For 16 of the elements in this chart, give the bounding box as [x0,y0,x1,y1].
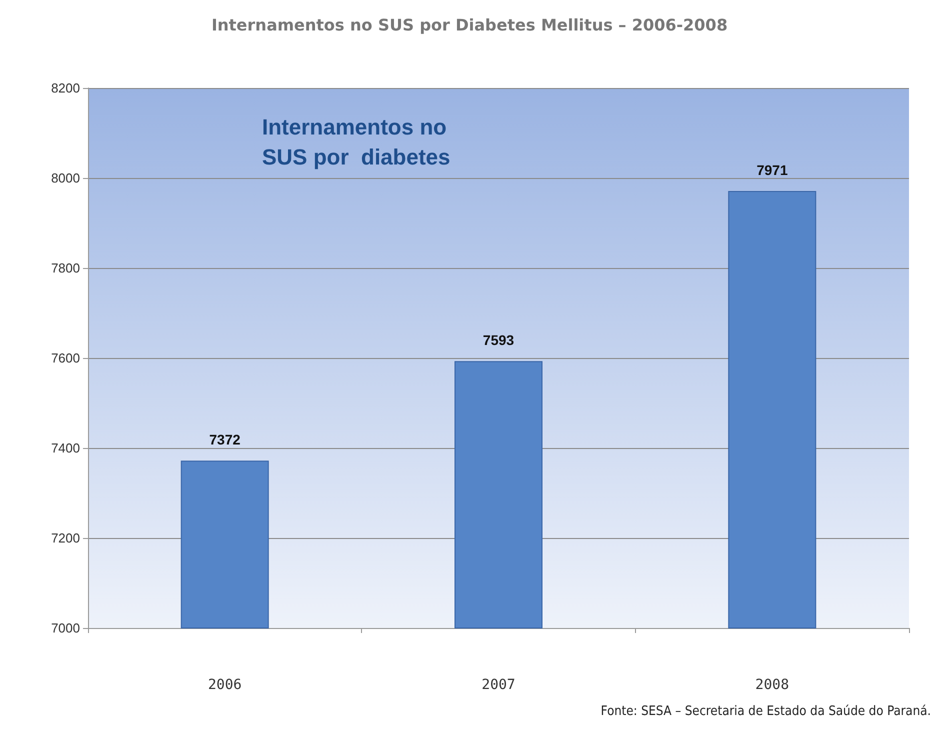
y-tick-label: 7400 [51,440,80,456]
data-label: 7372 [209,432,241,448]
y-tick-label: 8200 [51,80,80,96]
x-tick-label: 2006 [208,677,242,693]
y-tick-label: 7200 [51,530,80,546]
y-tick-label: 7000 [51,620,80,636]
source-note: Fonte: SESA – Secretaria de Estado da Saúde do Paraná. [600,704,932,719]
data-label: 7971 [756,162,788,178]
annotation: Internamentos no SUS por diabetes [262,114,450,170]
y-tick-label: 8000 [51,170,80,186]
chart-title: Internamentos no SUS por Diabetes Mellitus – 2006-2008 [211,16,728,34]
y-tick-label: 7600 [51,350,80,366]
x-tick-label: 2007 [482,677,516,693]
x-tick-label: 2008 [755,677,790,693]
y-tick-label: 7800 [51,260,80,276]
data-label: 7593 [482,332,514,348]
